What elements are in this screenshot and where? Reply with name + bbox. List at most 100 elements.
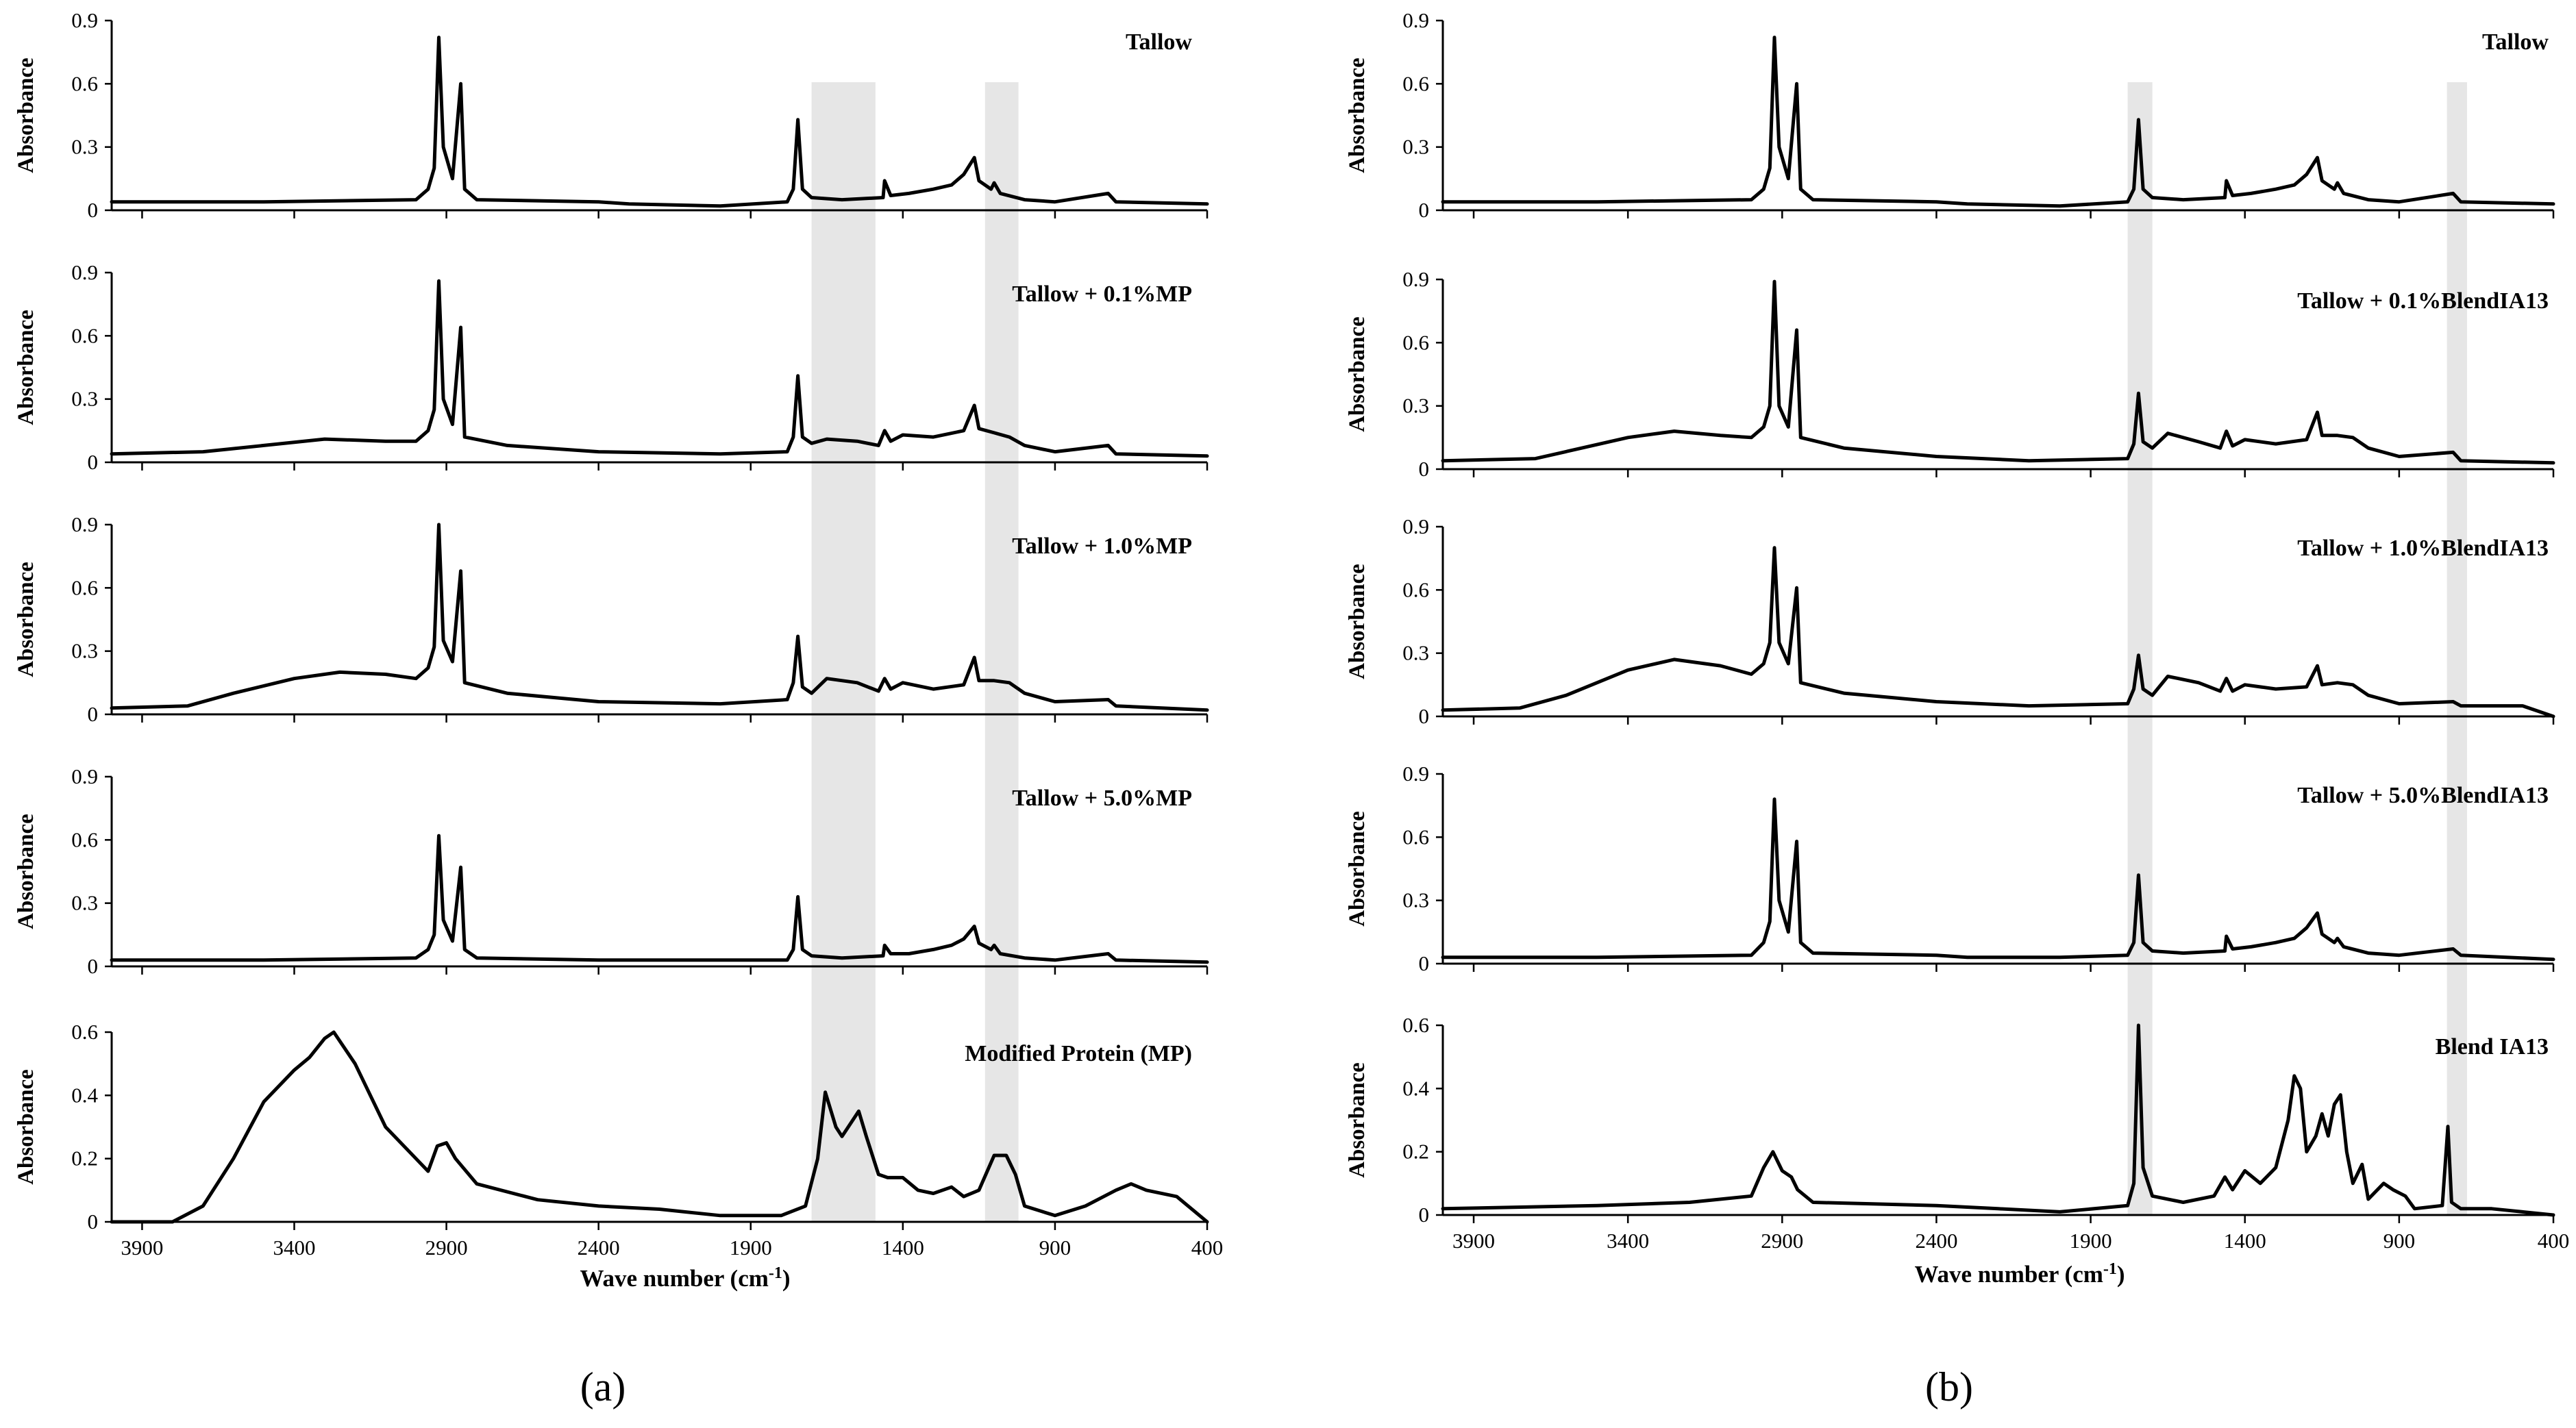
series-label: Tallow + 1.0%BlendIA13 [2297,536,2549,561]
subplot-4: 0 0.3 0.6 0.9 Absorbance Tallow + 5.0%BlendIA… [1345,762,2555,975]
highlight-band-1 [811,82,876,1222]
y-tick-label: 0.6 [1402,577,1429,601]
y-tick-label: 0 [1419,198,1430,222]
y-tick-label: 0.3 [71,639,98,663]
series-label: Blend IA13 [2436,1034,2549,1060]
y-tick-label: 0.3 [71,387,98,411]
x-tick-label: 3900 [121,1236,163,1260]
spectrum-line [110,834,1209,964]
x-tick-label: 900 [1039,1236,1072,1260]
y-tick-label: 0.9 [71,512,98,536]
x-tick-label: 2400 [1915,1229,1957,1253]
x-tick-label: 3400 [1607,1229,1649,1253]
x-tick-label: 2400 [578,1236,620,1260]
subplot-2: 0 0.3 0.6 0.9 Absorbance Tallow + 0.1%BlendIA… [1345,267,2555,481]
panel-b: 0 0.3 0.6 0.9 Absorbance Tallow 0 0.3 0.6 0.9 Abso… [1345,8,2569,1288]
series-label: Tallow + 0.1%BlendIA13 [2297,288,2549,314]
y-tick-label: 0.9 [1402,8,1429,32]
y-tick-label: 0.3 [1402,394,1429,418]
y-tick-label: 0.3 [71,135,98,159]
subplot-3: 0 0.3 0.6 0.9 Absorbance Tallow + 1.0%MP [14,512,1209,726]
spectrum-line [1441,36,2555,208]
subplot-3: 0 0.3 0.6 0.9 Absorbance Tallow + 1.0%BlendIA… [1345,514,2555,728]
x-tick-label: 1900 [2070,1229,2112,1253]
x-tick-label: 900 [2383,1229,2416,1253]
y-tick-label: 0.4 [71,1083,98,1107]
subplot-1: 0 0.3 0.6 0.9 Absorbance Tallow [1345,8,2555,222]
y-tick-label: 0.6 [1402,825,1429,849]
y-tick-label: 0.3 [1402,888,1429,912]
y-tick-label: 0.9 [1402,514,1429,538]
series-label: Tallow + 5.0%MP [1012,786,1192,811]
y-tick-label: 0.9 [71,260,98,284]
y-axis-title: Absorbance [1345,58,1370,173]
y-tick-label: 0.9 [1402,762,1429,786]
x-tick-label: 3900 [1452,1229,1495,1253]
spectrum-line [1441,1023,2555,1217]
x-tick-label: 1900 [730,1236,772,1260]
subplot-4: 0 0.3 0.6 0.9 Absorbance Tallow + 5.0%MP [14,764,1209,978]
y-tick-label: 0 [88,450,99,474]
x-axis-title: Wave number (cm-1) [1914,1260,2125,1288]
y-axis-title: Absorbance [14,58,38,173]
series-label: Modified Protein (MP) [965,1041,1192,1066]
y-tick-label: 0.3 [1402,135,1429,159]
y-tick-label: 0 [1419,457,1430,481]
series-label: Tallow + 0.1%MP [1012,281,1192,307]
x-tick-label: 1400 [2224,1229,2266,1253]
spectrum-line [110,36,1209,208]
panel-b-label: (b) [1925,1364,1973,1410]
y-axis-title: Absorbance [1345,1062,1370,1178]
spectrum-line [110,279,1209,458]
subplot-5: 0 0.2 0.4 0.6 Absorbance 3900 3400 2900 2400 1900… [14,1020,1223,1260]
x-axis-title: Wave number (cm-1) [580,1264,790,1292]
spectrum-line [1441,546,2555,718]
y-axis-title: Absorbance [14,562,38,677]
y-tick-label: 0.2 [1402,1140,1429,1164]
x-tick-label: 1400 [882,1236,924,1260]
subplot-1: 0 0.3 0.6 0.9 Absorbance Tallow [14,8,1209,222]
x-tick-label: 2900 [1761,1229,1803,1253]
y-axis-title: Absorbance [14,814,38,929]
y-tick-label: 0.6 [1402,330,1429,354]
y-tick-label: 0.3 [1402,641,1429,665]
y-tick-label: 0.9 [71,8,98,32]
y-axis-title: Absorbance [1345,564,1370,679]
y-tick-label: 0.6 [71,827,98,851]
y-tick-label: 0 [88,702,99,726]
y-tick-label: 0 [88,198,99,222]
highlight-band-2 [984,82,1019,1222]
series-label: Tallow [2482,29,2549,55]
y-tick-label: 0.6 [71,1020,98,1044]
subplot-5: 0 0.2 0.4 0.6 Absorbance 3900 3400 2900 2400 1900… [1345,1013,2569,1253]
y-tick-label: 0 [88,1210,99,1233]
y-tick-label: 0.6 [71,575,98,599]
y-tick-label: 0 [1419,951,1430,975]
y-axis-title: Absorbance [1345,811,1370,927]
series-label: Tallow [1126,29,1192,55]
spectrum-line [110,1030,1209,1224]
y-tick-label: 0.6 [1402,1013,1429,1037]
y-tick-label: 0.4 [1402,1076,1429,1100]
y-axis-title: Absorbance [14,1069,38,1185]
spectrum-line [1441,797,2555,962]
subplot-2: 0 0.3 0.6 0.9 Absorbance Tallow + 0.1%MP [14,260,1209,474]
spectrum-line [1441,279,2555,465]
series-label: Tallow + 1.0%MP [1012,534,1192,559]
x-tick-label: 400 [2538,1229,2570,1253]
y-tick-label: 0.9 [1402,267,1429,291]
y-tick-label: 0.9 [71,764,98,788]
x-tick-label: 400 [1191,1236,1224,1260]
panel-a-label: (a) [580,1364,626,1410]
y-tick-label: 0.3 [71,891,98,915]
y-axis-title: Absorbance [1345,316,1370,432]
x-tick-label: 3400 [273,1236,316,1260]
y-axis-title: Absorbance [14,310,38,425]
y-tick-label: 0 [88,954,99,978]
spectrum-line [110,523,1209,712]
y-tick-label: 0.2 [71,1147,98,1170]
series-label: Tallow + 5.0%BlendIA13 [2297,783,2549,808]
y-tick-label: 0.6 [71,71,98,95]
y-tick-label: 0.6 [1402,71,1429,95]
